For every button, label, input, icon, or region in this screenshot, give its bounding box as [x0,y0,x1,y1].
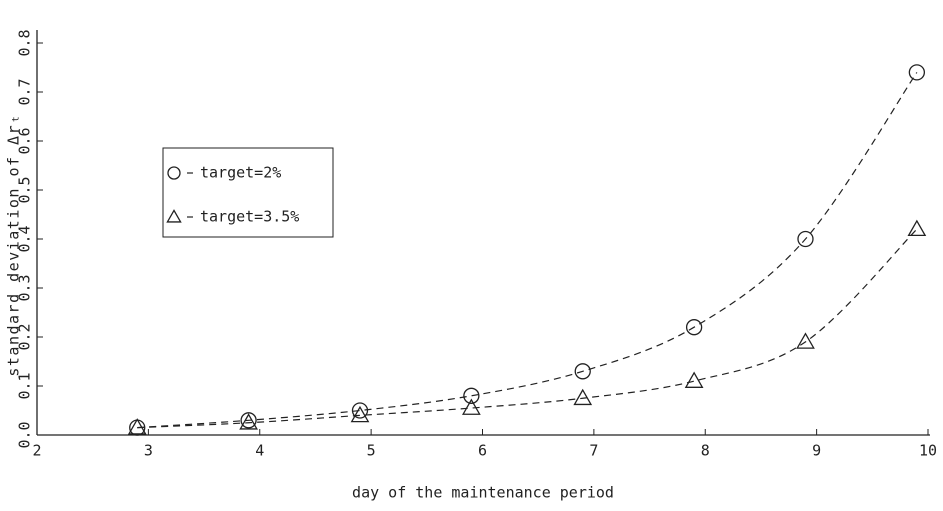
marker [127,418,147,435]
x-tick-label: 8 [701,442,710,460]
y-tick-label: 0.5 [16,176,34,203]
marker [574,363,591,380]
x-axis-label: day of the maintenance period [352,484,614,502]
marker [350,405,370,423]
marker [240,412,257,429]
y-axis-label: standard deviation of Δrₜ [5,113,23,376]
legend-label: target=2% [200,164,281,182]
marker [908,64,926,81]
legend-label: target=3.5% [200,208,299,226]
marker [463,387,480,404]
y-tick-label: 0.7 [16,78,34,105]
x-tick-label: 10 [919,442,937,460]
marker [796,332,815,349]
x-tick-label: 2 [32,442,41,460]
x-tick-label: 5 [367,442,376,460]
x-tick-label: 6 [478,442,487,460]
y-tick-label: 0.3 [16,274,34,301]
legend-box [162,147,334,238]
x-tick-label: 4 [255,442,264,460]
x-tick-label: 9 [812,442,821,460]
y-tick-label: 0.8 [16,29,34,56]
legend-marker [166,209,182,223]
y-tick-label: 0.1 [16,372,34,399]
marker [351,402,369,419]
marker [239,413,258,430]
marker [573,388,593,406]
series-line [137,228,918,429]
series-line [137,72,918,429]
y-tick-label: 0.0 [16,421,34,448]
y-tick-label: 0.2 [16,323,34,350]
legend-marker [167,166,181,180]
y-tick-label: 0.6 [16,127,34,154]
marker [684,371,704,388]
x-tick-label: 7 [589,442,598,460]
marker [907,219,927,237]
marker [461,398,481,415]
marker [685,319,703,336]
marker [797,230,814,248]
y-tick-label: 0.4 [16,225,34,252]
x-tick-label: 3 [144,442,153,460]
